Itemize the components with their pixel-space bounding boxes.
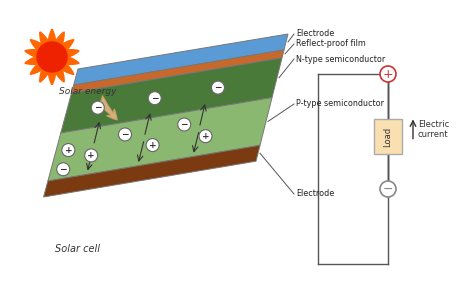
Text: Electric
current: Electric current [418, 120, 449, 139]
Polygon shape [48, 98, 272, 181]
Circle shape [380, 66, 396, 82]
Text: −: − [383, 182, 393, 195]
Polygon shape [72, 50, 284, 93]
Text: −: − [151, 94, 158, 103]
Text: Electrode: Electrode [296, 190, 334, 199]
Circle shape [91, 101, 104, 114]
Text: Reflect-proof film: Reflect-proof film [296, 40, 366, 49]
Text: +: + [64, 146, 72, 155]
Circle shape [211, 81, 225, 94]
Text: P-type semiconductor: P-type semiconductor [296, 99, 384, 108]
Text: −: − [214, 83, 222, 92]
Text: Solar cell: Solar cell [55, 244, 100, 254]
Circle shape [146, 139, 159, 151]
Text: +: + [149, 140, 156, 150]
Text: +: + [87, 151, 95, 160]
Text: N-type semiconductor: N-type semiconductor [296, 55, 385, 64]
Text: Load: Load [383, 127, 392, 147]
Text: Solar energy: Solar energy [59, 87, 117, 96]
Text: −: − [59, 165, 67, 174]
Text: +: + [383, 68, 393, 81]
Polygon shape [61, 58, 282, 133]
Circle shape [118, 128, 131, 141]
Circle shape [57, 163, 70, 176]
Circle shape [62, 144, 75, 157]
Polygon shape [37, 42, 67, 72]
Circle shape [85, 149, 98, 162]
Polygon shape [44, 145, 260, 197]
Polygon shape [25, 29, 79, 85]
Circle shape [148, 92, 161, 105]
Text: +: + [202, 132, 210, 141]
Text: −: − [94, 103, 101, 112]
Text: Electrode: Electrode [296, 29, 334, 38]
Bar [374, 119, 402, 154]
Polygon shape [73, 34, 288, 85]
Circle shape [380, 181, 396, 197]
Circle shape [199, 130, 212, 143]
Circle shape [178, 118, 191, 131]
Text: −: − [181, 120, 188, 129]
Text: −: − [121, 130, 129, 139]
